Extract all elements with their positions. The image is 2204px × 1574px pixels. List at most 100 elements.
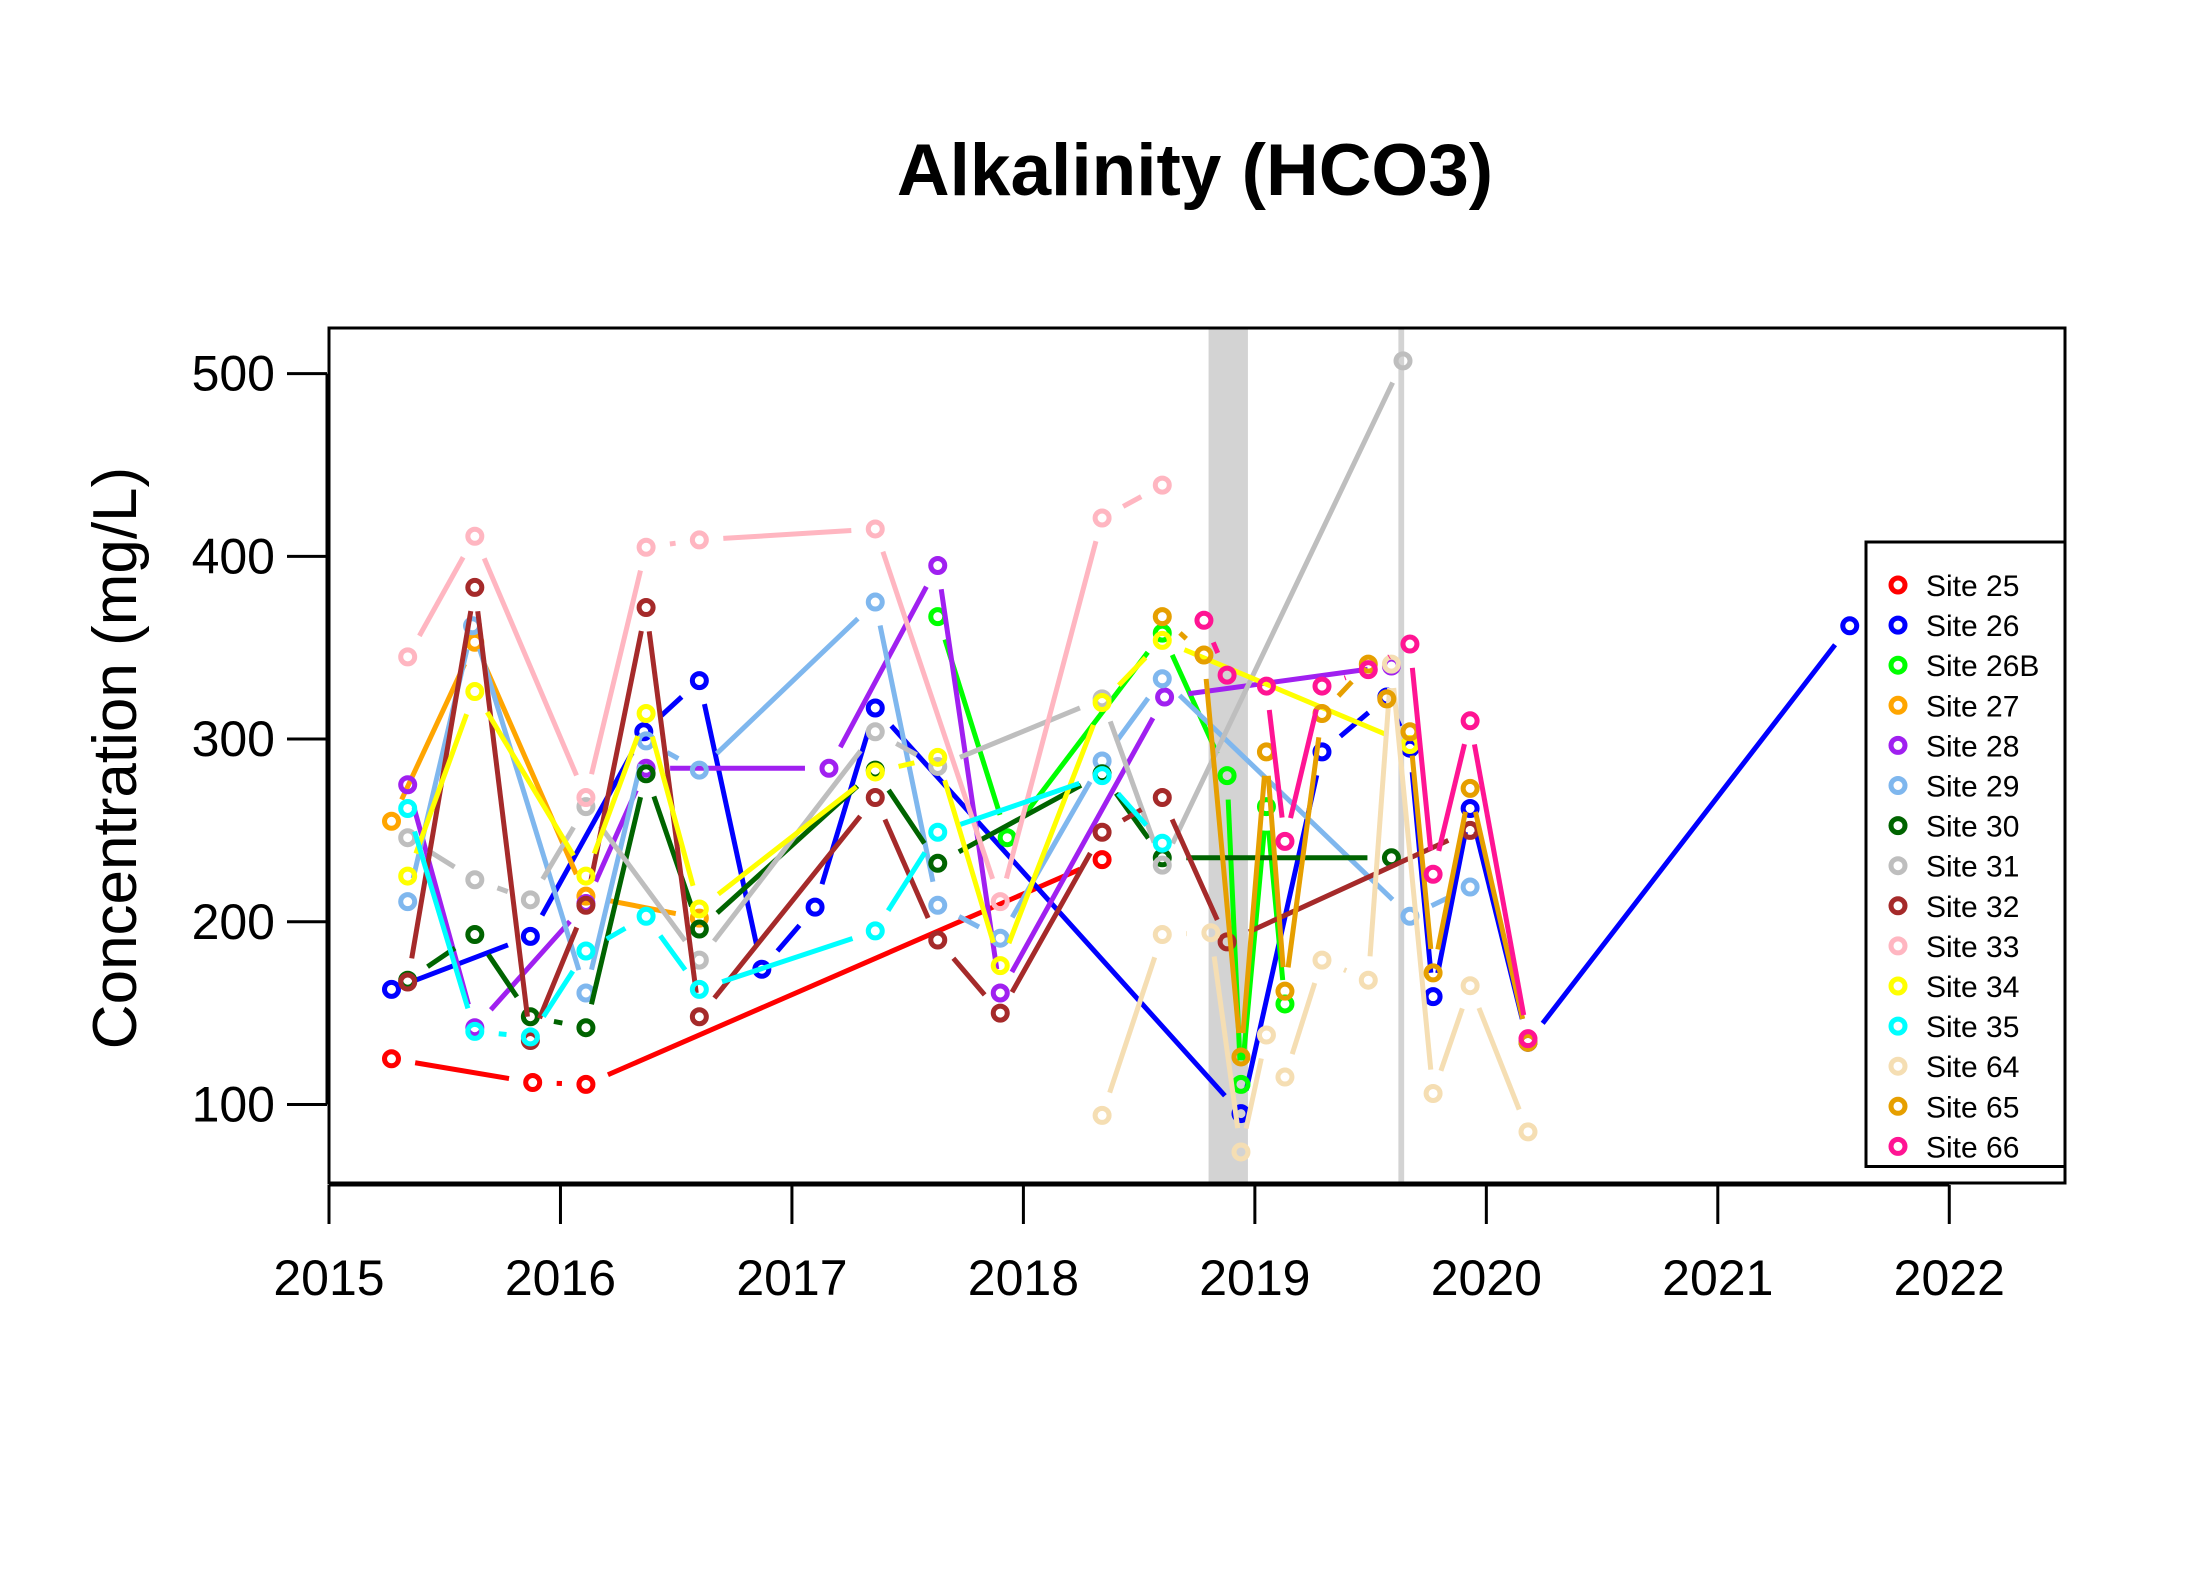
legend-item-site-65: Site 65 <box>1888 1091 2019 1124</box>
data-point <box>576 788 596 808</box>
data-point <box>634 722 654 742</box>
legend-marker <box>1888 816 1908 836</box>
legend-label: Site 26 <box>1926 610 2019 643</box>
data-point <box>465 682 485 702</box>
legend-marker <box>1888 776 1908 795</box>
data-point <box>928 822 948 842</box>
legend-marker <box>1888 575 1908 595</box>
series-segment <box>1243 1057 1264 1130</box>
legend-label: Site 64 <box>1926 1051 2019 1084</box>
data-point <box>381 811 401 831</box>
data-point <box>1423 963 1443 983</box>
data-point <box>1256 1025 1276 1045</box>
series-segment <box>475 610 530 1017</box>
legend-marker <box>1888 1136 1908 1156</box>
series-segment <box>895 741 918 757</box>
legend-label: Site 66 <box>1926 1131 2019 1164</box>
data-point <box>865 722 885 742</box>
x-tick-label: 2022 <box>1894 1250 2005 1306</box>
series-segment <box>486 953 520 999</box>
legend-marker <box>1888 1056 1908 1076</box>
series-segment <box>598 824 688 943</box>
series-segment <box>1009 851 1093 994</box>
series-site-31 <box>398 351 1413 970</box>
data-point <box>1092 822 1112 842</box>
data-point <box>990 1003 1010 1023</box>
data-point <box>1152 607 1172 627</box>
data-point <box>576 1074 596 1094</box>
data-point <box>1312 676 1332 696</box>
y-tick-label: 300 <box>192 711 275 767</box>
series-segment <box>882 818 931 920</box>
data-point <box>1518 1029 1538 1049</box>
data-point <box>689 979 709 999</box>
data-point <box>1092 693 1112 713</box>
series-segment <box>426 848 456 870</box>
series-segment <box>1343 967 1348 973</box>
data-point <box>636 598 656 618</box>
legend: Site 25 Site 26 Site 26B Site 27 Site 28 Site… <box>1864 540 2067 1168</box>
data-point <box>381 1049 401 1069</box>
legend-label: Site 29 <box>1926 771 2019 804</box>
data-point <box>865 592 885 612</box>
data-point <box>1152 925 1172 945</box>
series-segment <box>1240 830 1267 1061</box>
data-point <box>1152 788 1172 808</box>
series-segment <box>885 851 928 912</box>
series-segment <box>1116 791 1149 827</box>
series-segment <box>1210 641 1221 654</box>
series-site-26 <box>381 616 1860 1124</box>
legend-marker <box>1888 735 1908 755</box>
legend-item-site-26b: Site 26B <box>1888 650 2039 683</box>
data-point <box>805 897 825 917</box>
data-point <box>1275 1067 1295 1087</box>
series-segment <box>651 795 694 908</box>
data-point <box>1217 665 1237 685</box>
data-point <box>1400 722 1420 742</box>
data-point <box>1312 950 1332 970</box>
series-segment <box>1435 831 1468 974</box>
y-axis: 100 200 300 400 500 <box>192 346 329 1132</box>
data-point <box>1152 833 1172 853</box>
legend-item-site-32: Site 32 <box>1888 891 2019 924</box>
data-point <box>990 928 1010 948</box>
data-point <box>865 762 885 782</box>
series-segment <box>1289 982 1318 1055</box>
series-segment <box>1409 755 1434 950</box>
legend-item-site-64: Site 64 <box>1888 1051 2019 1084</box>
data-point <box>398 866 418 886</box>
series-segment <box>1409 667 1434 851</box>
series-segment <box>1540 643 1838 1025</box>
data-point <box>465 1021 485 1041</box>
series-segment <box>540 825 576 881</box>
data-point <box>1152 855 1172 875</box>
data-point <box>398 972 418 992</box>
data-point <box>576 886 596 906</box>
series-site-29 <box>398 592 1480 1003</box>
series-segment <box>959 705 1081 760</box>
series-segment <box>1121 494 1143 509</box>
legend-item-site-30: Site 30 <box>1888 811 2019 844</box>
data-point <box>1152 475 1172 495</box>
series-site-32 <box>398 577 1480 1050</box>
data-point <box>520 890 540 910</box>
data-point <box>689 760 709 780</box>
data-point <box>689 919 709 939</box>
series-segment <box>669 540 676 547</box>
series-segment <box>1336 679 1354 698</box>
series-segment <box>959 781 1081 827</box>
legend-label: Site 30 <box>1926 811 2019 844</box>
data-point <box>928 756 948 776</box>
data-point <box>1092 766 1112 786</box>
legend-box <box>1864 540 2067 1168</box>
legend-marker <box>1888 655 1908 675</box>
series-segment <box>721 936 854 985</box>
data-point <box>465 577 485 597</box>
series-segment <box>541 969 575 1019</box>
data-point <box>1201 923 1221 943</box>
x-axis: 2015 2016 2017 2018 2019 2020 2021 2022 <box>273 1183 2005 1306</box>
data-point <box>1092 508 1112 528</box>
data-point <box>398 798 418 818</box>
data-point <box>465 925 485 945</box>
series-segment <box>1006 723 1096 945</box>
